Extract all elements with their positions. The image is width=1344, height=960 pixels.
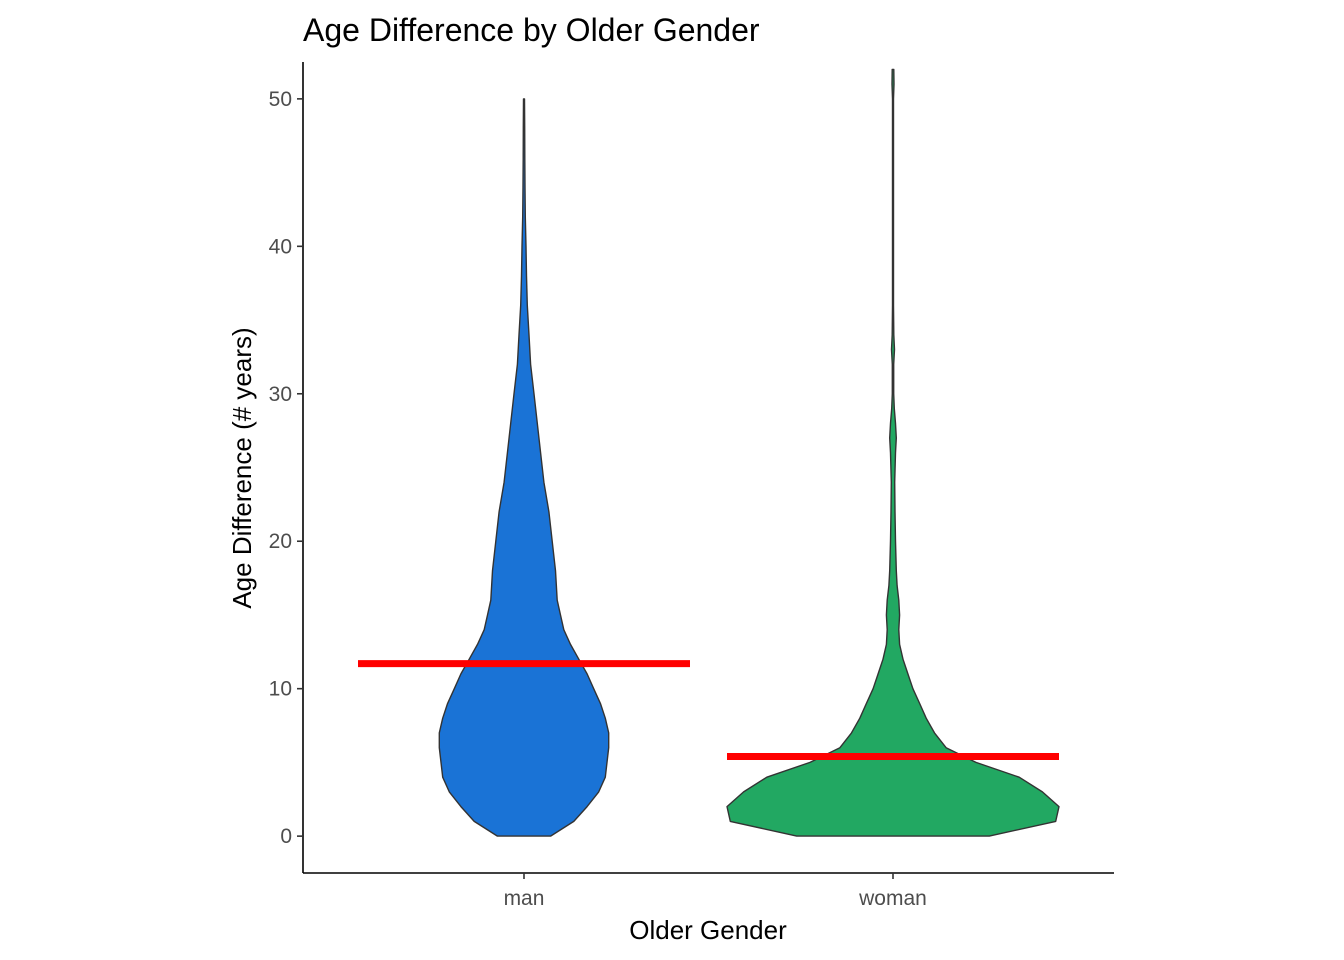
x-axis-title: Older Gender bbox=[629, 915, 787, 945]
violin-man bbox=[438, 98, 610, 837]
violin-group bbox=[438, 68, 1060, 837]
mean-lines bbox=[358, 660, 1059, 761]
y-tick-label: 20 bbox=[269, 530, 292, 553]
y-tick-label: 30 bbox=[269, 383, 292, 406]
y-tick-label: 40 bbox=[269, 235, 292, 258]
y-tick-label: 0 bbox=[280, 825, 292, 848]
x-tick-label-man: man bbox=[504, 887, 545, 910]
y-axis-ticks: 0 10 20 30 40 50 bbox=[269, 88, 303, 848]
y-axis-title: Age Difference (# years) bbox=[227, 327, 257, 608]
violin-woman bbox=[726, 68, 1060, 837]
chart-title: Age Difference by Older Gender bbox=[303, 12, 760, 48]
y-tick-label: 10 bbox=[269, 678, 292, 701]
y-tick-label: 50 bbox=[269, 88, 292, 111]
x-axis-ticks: man woman bbox=[504, 873, 927, 910]
x-tick-label-woman: woman bbox=[858, 887, 927, 910]
